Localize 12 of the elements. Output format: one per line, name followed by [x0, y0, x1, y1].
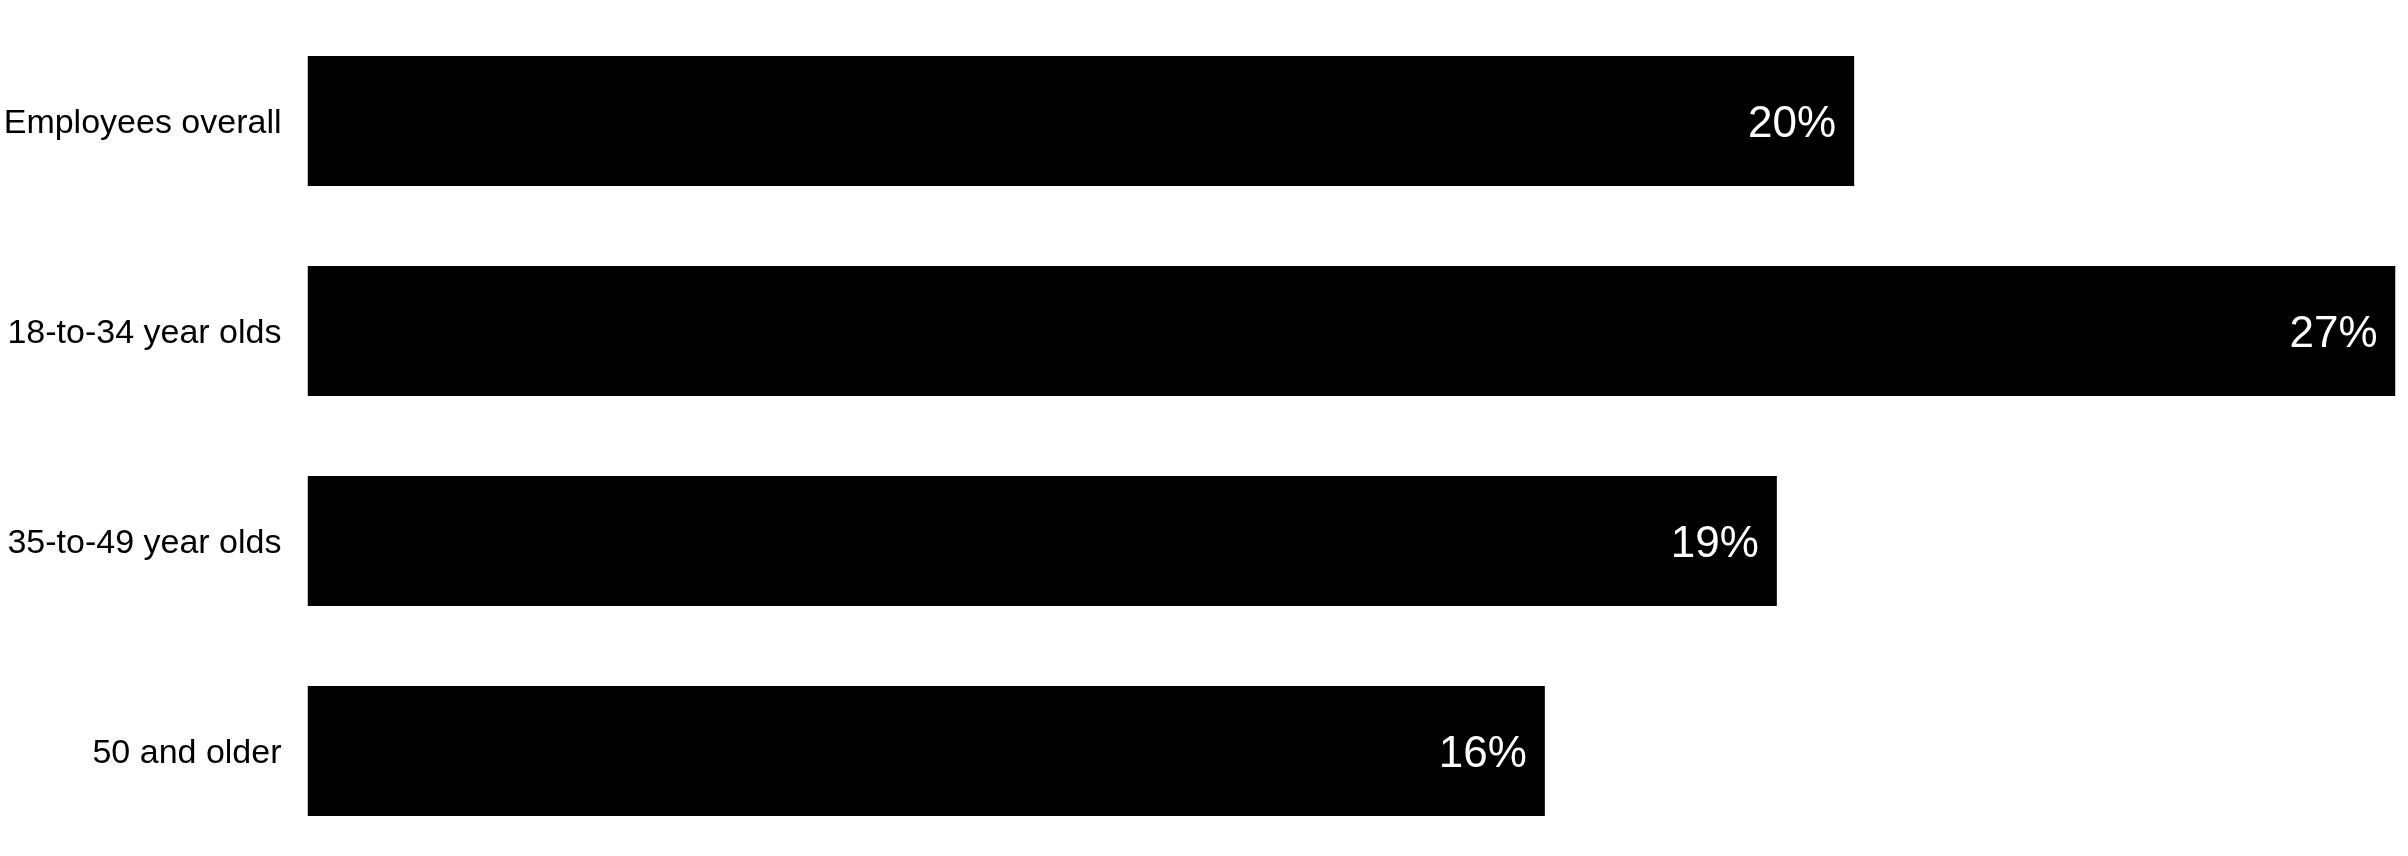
bar [307, 265, 2396, 397]
data-label: 19% [1670, 516, 1759, 566]
y-tick-label: 18-to-34 year olds [7, 312, 282, 350]
data-label: 27% [2289, 306, 2378, 356]
y-tick-label: 50 and older [92, 732, 282, 770]
y-tick-label: 35-to-49 year olds [7, 522, 282, 560]
y-tick-label: Employees overall [3, 102, 282, 140]
bar [307, 685, 1545, 817]
data-label: 20% [1748, 96, 1837, 146]
bar [307, 55, 1855, 187]
bar [307, 475, 1777, 607]
data-label: 16% [1438, 726, 1527, 776]
